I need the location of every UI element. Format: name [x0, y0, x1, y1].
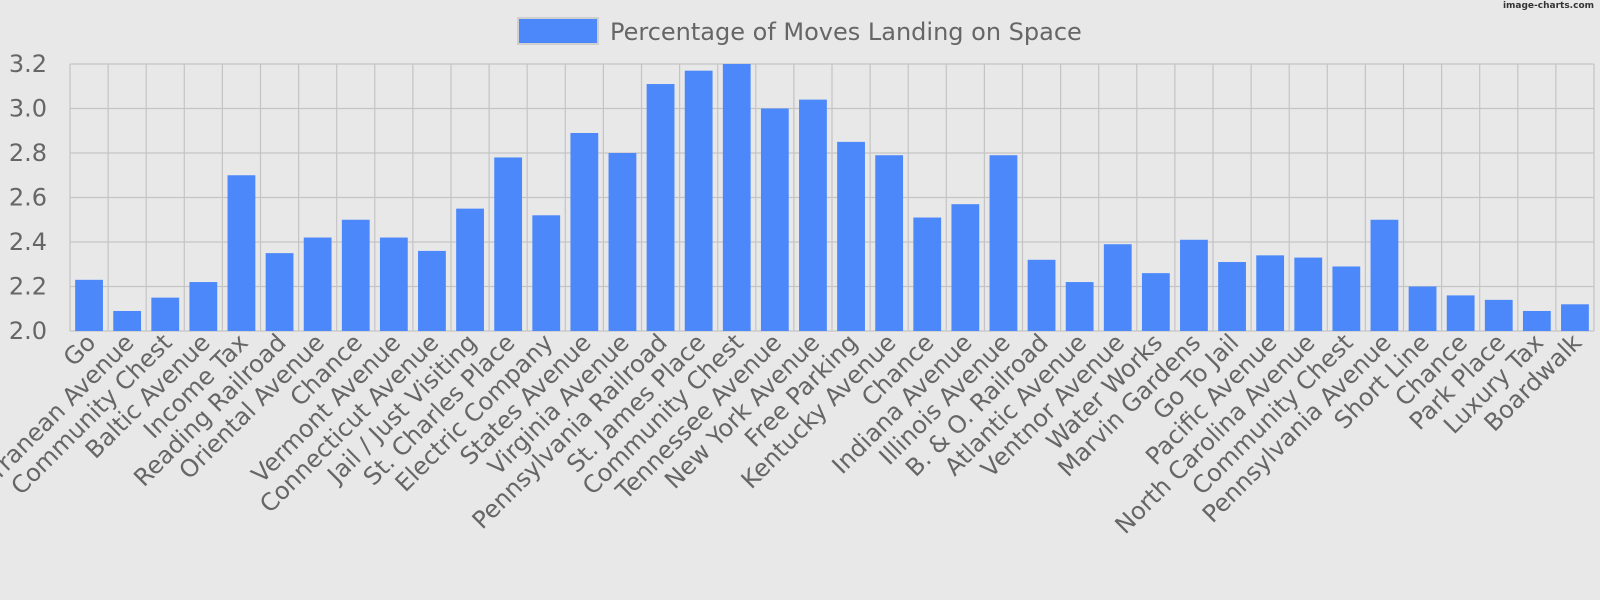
bar — [989, 155, 1018, 331]
bar — [1141, 273, 1170, 331]
bar — [1027, 259, 1056, 331]
bar — [75, 279, 103, 331]
bar — [494, 157, 523, 331]
bar — [875, 155, 904, 331]
bar — [1065, 282, 1094, 331]
bar — [684, 70, 713, 332]
bar — [1332, 266, 1361, 331]
watermark-text: image-charts.com — [1502, 1, 1594, 11]
bar — [151, 297, 180, 331]
bar — [1408, 286, 1437, 331]
bar — [456, 208, 484, 331]
bar — [341, 219, 370, 331]
y-tick-label: 2.6 — [9, 184, 47, 212]
bar — [837, 141, 865, 331]
bar — [1180, 239, 1208, 331]
bar — [1294, 257, 1323, 331]
y-tick-label: 2.0 — [9, 317, 47, 345]
bar — [913, 217, 942, 331]
bar — [1103, 244, 1132, 331]
y-tick-label: 2.8 — [9, 139, 47, 167]
bar — [532, 215, 561, 331]
legend: Percentage of Moves Landing on Space — [517, 17, 1082, 46]
bar — [646, 84, 675, 332]
y-tick-label: 2.4 — [9, 228, 47, 256]
bar — [799, 99, 827, 331]
bar — [113, 310, 142, 331]
grid — [69, 63, 1595, 332]
bar — [1256, 255, 1285, 331]
y-tick-label: 3.2 — [9, 50, 47, 78]
bar — [608, 153, 637, 331]
bar — [227, 175, 256, 331]
bar — [379, 237, 408, 331]
bars — [75, 64, 1589, 332]
y-tick-label: 2.2 — [9, 273, 47, 301]
y-axis: 2.0 2.2 2.4 2.6 2.8 3.0 3.2 — [9, 50, 47, 345]
bar — [570, 132, 599, 331]
bar — [1561, 304, 1589, 331]
bar — [189, 282, 218, 331]
legend-label: Percentage of Moves Landing on Space — [610, 18, 1082, 46]
bar — [1522, 310, 1551, 331]
bar — [951, 204, 980, 331]
bar — [760, 108, 789, 331]
bar — [1446, 295, 1475, 331]
bar — [303, 237, 332, 331]
bar — [1370, 219, 1399, 331]
bar — [722, 64, 751, 331]
y-tick-label: 3.0 — [9, 95, 47, 123]
legend-swatch — [517, 17, 599, 45]
bar — [265, 253, 294, 331]
bar — [1484, 299, 1513, 331]
bar — [1218, 262, 1246, 331]
bar — [418, 250, 446, 331]
